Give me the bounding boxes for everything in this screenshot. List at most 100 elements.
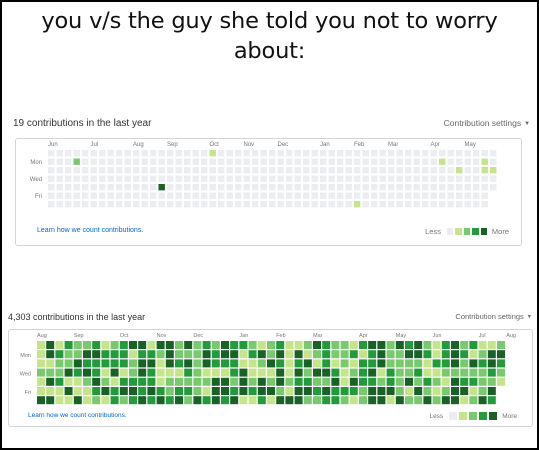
contribution-day-cell[interactable] bbox=[379, 184, 386, 191]
contribution-day-cell[interactable] bbox=[156, 359, 165, 368]
contribution-day-cell[interactable] bbox=[269, 158, 276, 165]
contribution-day-cell[interactable] bbox=[331, 350, 340, 359]
contribution-day-cell[interactable] bbox=[405, 150, 412, 157]
contribution-day-cell[interactable] bbox=[107, 167, 114, 174]
contribution-day-cell[interactable] bbox=[460, 350, 469, 359]
contribution-day-cell[interactable] bbox=[184, 175, 191, 182]
contribution-day-cell[interactable] bbox=[386, 387, 395, 395]
contribution-day-cell[interactable] bbox=[371, 158, 378, 165]
contribution-day-cell[interactable] bbox=[423, 350, 432, 359]
contribution-day-cell[interactable] bbox=[328, 175, 335, 182]
contribution-day-cell[interactable] bbox=[147, 396, 156, 405]
contribution-day-cell[interactable] bbox=[211, 350, 220, 359]
contribution-day-cell[interactable] bbox=[150, 167, 157, 174]
contribution-day-cell[interactable] bbox=[345, 201, 352, 208]
contribution-day-cell[interactable] bbox=[99, 150, 106, 157]
contribution-day-cell[interactable] bbox=[294, 167, 301, 174]
contribution-day-cell[interactable] bbox=[469, 350, 478, 359]
contribution-day-cell[interactable] bbox=[193, 377, 202, 386]
contribution-day-cell[interactable] bbox=[226, 158, 233, 165]
contribution-day-cell[interactable] bbox=[354, 167, 361, 174]
contribution-day-cell[interactable] bbox=[413, 167, 420, 174]
contribution-day-cell[interactable] bbox=[193, 341, 202, 349]
contribution-day-cell[interactable] bbox=[202, 350, 211, 359]
contribution-day-cell[interactable] bbox=[209, 201, 216, 208]
contribution-day-cell[interactable] bbox=[48, 192, 55, 199]
contribution-day-cell[interactable] bbox=[184, 350, 193, 359]
learn-contributions-link[interactable]: Learn how we count contributions. bbox=[28, 412, 127, 419]
contribution-day-cell[interactable] bbox=[285, 350, 294, 359]
contribution-day-cell[interactable] bbox=[405, 201, 412, 208]
contribution-day-cell[interactable] bbox=[340, 377, 349, 386]
contribution-day-cell[interactable] bbox=[285, 368, 294, 377]
contribution-day-cell[interactable] bbox=[73, 175, 80, 182]
contribution-day-cell[interactable] bbox=[202, 359, 211, 368]
contribution-day-cell[interactable] bbox=[129, 350, 137, 359]
contribution-day-cell[interactable] bbox=[92, 341, 101, 349]
contribution-day-cell[interactable] bbox=[469, 396, 478, 405]
contribution-day-cell[interactable] bbox=[337, 150, 344, 157]
contribution-day-cell[interactable] bbox=[386, 368, 395, 377]
contribution-day-cell[interactable] bbox=[124, 184, 131, 191]
contribution-day-cell[interactable] bbox=[129, 377, 137, 386]
contribution-day-cell[interactable] bbox=[116, 184, 123, 191]
contribution-day-cell[interactable] bbox=[46, 396, 55, 405]
contribution-day-cell[interactable] bbox=[276, 359, 285, 368]
contribution-day-cell[interactable] bbox=[414, 377, 423, 386]
contribution-day-cell[interactable] bbox=[286, 167, 293, 174]
contribution-day-cell[interactable] bbox=[226, 167, 233, 174]
contribution-day-cell[interactable] bbox=[209, 175, 216, 182]
contribution-day-cell[interactable] bbox=[439, 158, 446, 165]
contribution-day-cell[interactable] bbox=[481, 150, 488, 157]
contribution-day-cell[interactable] bbox=[141, 192, 148, 199]
contribution-day-cell[interactable] bbox=[294, 192, 301, 199]
contribution-day-cell[interactable] bbox=[175, 359, 183, 368]
contribution-day-cell[interactable] bbox=[456, 175, 463, 182]
contribution-day-cell[interactable] bbox=[167, 175, 174, 182]
contribution-day-cell[interactable] bbox=[354, 175, 361, 182]
contribution-day-cell[interactable] bbox=[379, 167, 386, 174]
contribution-day-cell[interactable] bbox=[447, 150, 454, 157]
contribution-day-cell[interactable] bbox=[192, 175, 199, 182]
contribution-day-cell[interactable] bbox=[239, 350, 248, 359]
contribution-day-cell[interactable] bbox=[379, 150, 386, 157]
contribution-day-cell[interactable] bbox=[322, 359, 331, 368]
contribution-day-cell[interactable] bbox=[107, 150, 114, 157]
contribution-day-cell[interactable] bbox=[82, 184, 89, 191]
contribution-day-cell[interactable] bbox=[331, 396, 340, 405]
contribution-day-cell[interactable] bbox=[340, 387, 349, 395]
contribution-day-cell[interactable] bbox=[90, 150, 97, 157]
contribution-day-cell[interactable] bbox=[388, 201, 395, 208]
contribution-day-cell[interactable] bbox=[156, 368, 165, 377]
contribution-day-cell[interactable] bbox=[56, 158, 63, 165]
contribution-day-cell[interactable] bbox=[405, 184, 412, 191]
contribution-day-cell[interactable] bbox=[73, 184, 80, 191]
contribution-day-cell[interactable] bbox=[129, 341, 137, 349]
contribution-day-cell[interactable] bbox=[430, 150, 437, 157]
contribution-day-cell[interactable] bbox=[447, 192, 454, 199]
contribution-day-cell[interactable] bbox=[156, 396, 165, 405]
contribution-day-cell[interactable] bbox=[158, 201, 165, 208]
contribution-day-cell[interactable] bbox=[156, 387, 165, 395]
contribution-day-cell[interactable] bbox=[267, 350, 275, 359]
contribution-day-cell[interactable] bbox=[65, 184, 72, 191]
contribution-day-cell[interactable] bbox=[248, 341, 257, 349]
contribution-day-cell[interactable] bbox=[99, 192, 106, 199]
contribution-day-cell[interactable] bbox=[55, 341, 64, 349]
contribution-day-cell[interactable] bbox=[99, 201, 106, 208]
contribution-day-cell[interactable] bbox=[235, 167, 242, 174]
contribution-day-cell[interactable] bbox=[201, 175, 208, 182]
contribution-day-cell[interactable] bbox=[243, 184, 250, 191]
contribution-day-cell[interactable] bbox=[64, 387, 73, 395]
contribution-day-cell[interactable] bbox=[490, 158, 497, 165]
contribution-day-cell[interactable] bbox=[451, 350, 459, 359]
contribution-day-cell[interactable] bbox=[285, 387, 294, 395]
contribution-day-cell[interactable] bbox=[371, 201, 378, 208]
contribution-day-cell[interactable] bbox=[303, 167, 310, 174]
contribution-day-cell[interactable] bbox=[218, 167, 225, 174]
contribution-day-cell[interactable] bbox=[447, 158, 454, 165]
contribution-day-cell[interactable] bbox=[303, 377, 312, 386]
contribution-day-cell[interactable] bbox=[276, 387, 285, 395]
contribution-day-cell[interactable] bbox=[209, 167, 216, 174]
contribution-day-cell[interactable] bbox=[260, 158, 267, 165]
